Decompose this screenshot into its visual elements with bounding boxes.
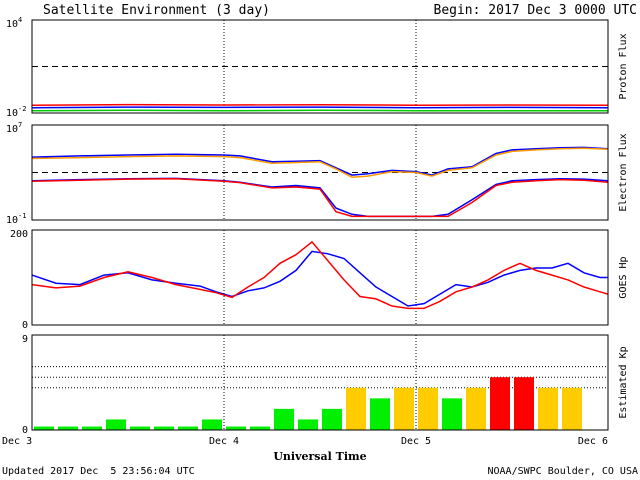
panel-frame: [31, 124, 609, 221]
kp-bar: [154, 426, 174, 430]
kp-bar: [490, 377, 510, 430]
electron-series-2: [31, 177, 609, 218]
panel-frame: [31, 334, 609, 431]
kp-bar: [346, 387, 366, 430]
updated-timestamp: Updated 2017 Dec 5 23:56:04 UTC: [2, 466, 195, 477]
y-axis-label: Electron Flux: [618, 133, 629, 211]
y-axis-label: Proton Flux: [618, 33, 629, 99]
kp-bar: [226, 426, 246, 430]
kp-bar: [178, 426, 198, 430]
kp-bar: [202, 419, 222, 430]
kp-bar: [130, 426, 150, 430]
kp-panel: 9 0 Estimated Kp: [22, 334, 629, 436]
kp-bar: [394, 387, 414, 430]
kp-bar: [298, 419, 318, 430]
kp-bar: [322, 408, 342, 430]
electron-series-3: [31, 177, 609, 218]
kp-bar: [418, 387, 438, 430]
chart-title: Satellite Environment (3 day): [43, 3, 270, 18]
y-tick-label: 10-2: [6, 105, 26, 119]
y-tick-label: 10-1: [6, 212, 26, 226]
x-axis-label: Universal Time: [273, 450, 366, 463]
kp-bar: [274, 408, 294, 430]
hp-panel: 200 0 GOES Hp: [10, 229, 629, 331]
x-tick-label: Dec 3: [2, 436, 32, 447]
x-tick-label: Dec 5: [401, 436, 431, 447]
y-tick-label: 0: [22, 425, 28, 436]
x-tick-label: Dec 6: [578, 436, 608, 447]
kp-bar: [538, 387, 558, 430]
proton-series-1: [31, 106, 609, 109]
kp-bar: [514, 377, 534, 430]
proton-panel: 104 10-2 Proton Flux: [6, 16, 629, 119]
kp-bar: [370, 398, 390, 430]
panel-frame: [31, 229, 609, 326]
credit-line: NOAA/SWPC Boulder, CO USA: [487, 466, 638, 477]
kp-bar: [106, 419, 126, 430]
electron-panel: 107 10-1 Electron Flux: [6, 121, 629, 226]
y-tick-label: 200: [10, 229, 28, 240]
kp-bar: [442, 398, 462, 430]
y-tick-label: 107: [6, 121, 22, 135]
electron-series-0: [31, 146, 609, 176]
proton-series-0: [31, 103, 609, 106]
y-tick-label: 0: [22, 320, 28, 331]
y-tick-label: 104: [6, 16, 22, 30]
kp-bar: [34, 426, 54, 430]
hp-series-1: [31, 240, 609, 310]
panel-frame: [31, 19, 609, 114]
kp-bar: [466, 387, 486, 430]
kp-bar: [250, 426, 270, 430]
kp-bar: [82, 426, 102, 430]
begin-time: Begin: 2017 Dec 3 0000 UTC: [434, 3, 638, 18]
y-tick-label: 9: [22, 334, 28, 345]
x-tick-label: Dec 4: [209, 436, 239, 447]
y-axis-label: GOES Hp: [618, 256, 629, 298]
electron-series-1: [31, 147, 609, 178]
hp-series-0: [31, 250, 608, 307]
kp-bar: [58, 426, 78, 430]
kp-bar: [562, 387, 582, 430]
y-axis-label: Estimated Kp: [618, 346, 629, 418]
